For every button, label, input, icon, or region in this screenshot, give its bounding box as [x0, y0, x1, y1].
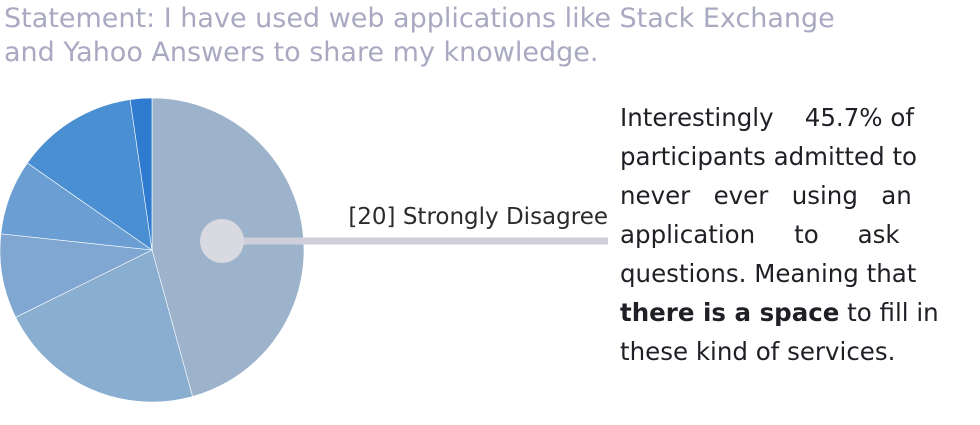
insight-note: Interestingly 45.7% of participants admi…	[620, 98, 972, 371]
statement-line-1: Statement: I have used web applications …	[4, 3, 835, 34]
pie-slices	[0, 97, 305, 403]
note-line-5: questions. Meaning that	[620, 259, 917, 288]
note-line-1: Interestingly 45.7% of	[620, 103, 914, 132]
pie-slice-4	[26, 99, 153, 251]
note-after-emphasis: to fill in	[839, 298, 939, 327]
callout-marker	[200, 219, 244, 263]
pie-slice-1	[15, 249, 193, 403]
note-line-3: never ever using an	[620, 181, 912, 210]
pie-slice-2	[0, 233, 154, 318]
note-line-6: there is a space to fill in	[620, 293, 972, 332]
note-emphasis: there is a space	[620, 298, 840, 327]
callout-label: [20] Strongly Disagree	[348, 204, 608, 230]
note-line-7: these kind of services.	[620, 337, 896, 366]
note-line-4: application to ask	[620, 220, 900, 249]
pie-slice-5	[129, 97, 153, 251]
note-line-2: participants admitted to	[620, 142, 918, 171]
statement-title: Statement: I have used web applications …	[4, 2, 864, 70]
statement-line-2: and Yahoo Answers to share my knowledge.	[4, 37, 599, 68]
